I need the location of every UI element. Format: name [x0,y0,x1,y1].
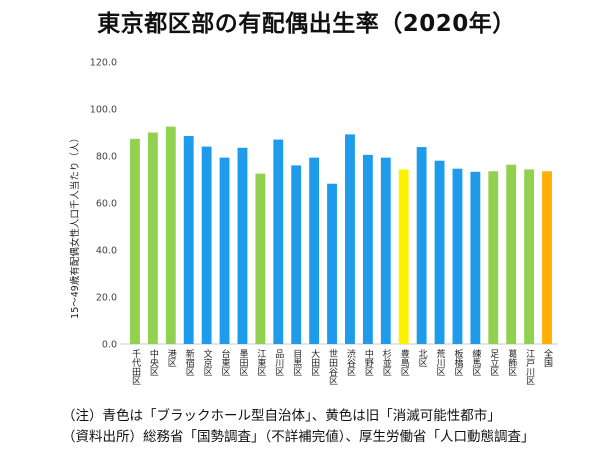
bar [452,168,463,344]
x-tick-label: 江戸川区 [524,349,535,385]
x-tick-label: 葛飾区 [506,348,516,376]
x-tick-label: 大田区 [309,348,320,376]
x-axis-labels: 千代田区 中央区 港区 新宿区 文京区 台東区 墨田区 江東区 品川区 目黒区 大田区 世田谷区 渋谷区… [130,348,553,385]
y-axis-label: 15～49歳有配偶女性人口千人当たり（人） [69,133,81,319]
x-tick-label: 目黒区 [291,349,302,376]
y-tick-label: 0.0 [102,340,117,351]
chart-title: 東京都区部の有配偶出生率（2020年） [97,11,516,37]
x-tick-label: 板橋区 [452,348,463,376]
x-tick-label: 江東区 [255,349,266,376]
x-tick-label: 豊島区 [399,348,410,376]
bar [524,169,535,344]
bar [327,183,337,344]
bar [416,147,427,344]
x-tick-label: 新宿区 [184,348,195,376]
y-tick-label: 80.0 [96,152,117,163]
x-tick-label: 墨田区 [237,349,248,376]
bar-chart: 0.0 20.0 40.0 60.0 80.0 100.0 120.0 千代田区 中央区 港区新… [69,58,558,385]
x-tick-label: 世田谷区 [327,348,338,385]
bar [362,154,373,344]
x-tick-label: 文京区 [202,348,213,376]
bar [470,171,481,344]
x-tick-label: 中野区 [363,348,374,376]
bar [398,169,409,344]
x-tick-label: 台東区 [220,348,231,376]
bar [434,160,445,344]
bar [488,171,499,344]
y-tick-label: 40.0 [96,246,117,257]
bar [380,157,391,344]
x-tick-label: 千代田区 [130,349,141,385]
y-tick-label: 60.0 [96,199,117,210]
bar [201,146,212,344]
bar [183,136,194,344]
bar [237,147,248,344]
bars [130,126,552,345]
x-tick-label: 渋谷区 [345,348,356,376]
bar [255,173,266,345]
y-tick-label: 120.0 [90,58,117,69]
x-tick-label: 荒川区 [435,349,446,376]
x-tick-label: 全国 [542,348,553,368]
bar [147,132,158,344]
bar [542,171,552,344]
x-tick-label: 北区 [417,349,428,367]
bar [345,134,355,344]
note-line-2: （資料出所）総務省「国勢調査」（不詳補完値）、厚生労働省「人口動態調査」 [62,429,535,445]
bar [130,138,140,344]
bar [219,157,230,344]
y-tick-label: 100.0 [90,105,117,116]
x-tick-label: 足立区 [488,349,499,376]
x-tick-label: 中央区 [148,348,159,376]
bar [291,165,302,344]
x-tick-label: 品川区 [273,349,284,376]
x-tick-label: 港区 [166,348,177,367]
bar [309,157,320,344]
note-line-1: （注）青色は「ブラックホール型自治体」、黄色は旧「消滅可能性都市」 [62,408,501,424]
x-tick-label: 練馬区 [470,348,481,376]
y-axis-ticks: 0.0 20.0 40.0 60.0 80.0 100.0 120.0 [90,58,117,351]
bar [165,126,176,345]
x-tick-label: 杉並区 [381,348,392,376]
bar [273,139,284,344]
bar [506,164,517,344]
y-tick-label: 20.0 [96,293,117,304]
